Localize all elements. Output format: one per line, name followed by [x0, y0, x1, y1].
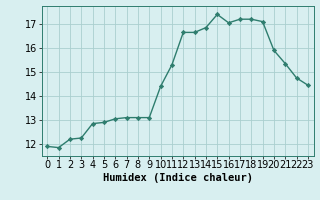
X-axis label: Humidex (Indice chaleur): Humidex (Indice chaleur): [103, 173, 252, 183]
